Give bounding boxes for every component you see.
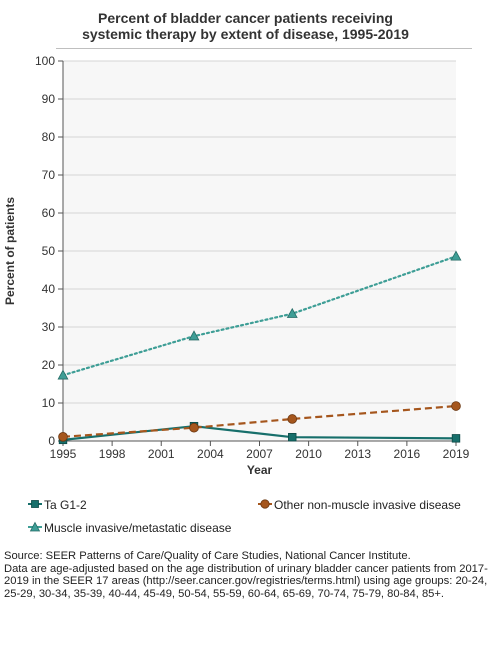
- tick-label-y-50: 50: [42, 244, 56, 258]
- legend-label-ta-g1-2: Ta G1-2: [44, 498, 87, 512]
- tick-label-x-1995: 1995: [50, 447, 77, 461]
- data-point-other-non-muscle-invasive-disease-2019: [451, 401, 461, 411]
- data-point-muscle-invasive-metastatic-disease-2003: [188, 330, 200, 341]
- tick-label-x-1998: 1998: [99, 447, 126, 461]
- chart-title-line-1: Percent of bladder cancer patients recei…: [98, 10, 393, 26]
- series-line-other-non-muscle-invasive-disease: [62, 404, 457, 438]
- tick-label-y-100: 100: [35, 54, 55, 68]
- tick-label-x-2007: 2007: [246, 447, 273, 461]
- data-point-ta-g1-2-2019: [451, 434, 461, 443]
- tick-label-x-2001: 2001: [148, 447, 175, 461]
- legend-item-other-nmi: Other non-muscle invasive disease: [258, 498, 478, 512]
- chart-title: Percent of bladder cancer patients recei…: [0, 10, 491, 42]
- tick-label-y-30: 30: [42, 320, 56, 334]
- series-line-ta-g1-2: [62, 425, 457, 441]
- data-point-other-non-muscle-invasive-disease-2009: [287, 414, 298, 424]
- tick-label-y-90: 90: [42, 92, 56, 106]
- data-point-ta-g1-2-2009: [288, 432, 297, 442]
- tick-label-y-80: 80: [42, 130, 56, 144]
- tick-label-x-2019: 2019: [443, 447, 470, 461]
- tick-label-y-60: 60: [42, 206, 56, 220]
- legend-item-ta-g1-2: Ta G1-2: [28, 498, 178, 512]
- tick-label-y-10: 10: [42, 396, 56, 410]
- data-point-other-non-muscle-invasive-disease-1995: [58, 432, 68, 442]
- data-point-muscle-invasive-metastatic-disease-1995: [57, 369, 69, 380]
- tick-label-y-0: 0: [48, 434, 55, 448]
- data-point-muscle-invasive-metastatic-disease-2019: [450, 250, 462, 261]
- tick-label-y-20: 20: [42, 358, 56, 372]
- legend-marker-circle-icon: [258, 499, 272, 509]
- tick-label-x-2016: 2016: [394, 447, 421, 461]
- tick-label-x-2010: 2010: [295, 447, 322, 461]
- footnote-source: Source: SEER Patterns of Care/Quality of…: [4, 550, 411, 562]
- y-axis-label: Percent of patients: [3, 197, 17, 305]
- title-divider: [56, 48, 472, 49]
- data-point-other-non-muscle-invasive-disease-2003: [189, 422, 199, 433]
- chart-title-line-2: systemic therapy by extent of disease, 1…: [82, 26, 409, 42]
- data-point-muscle-invasive-metastatic-disease-2009: [286, 307, 298, 318]
- legend-item-muscle-invasive: Muscle invasive/metastatic disease: [28, 521, 268, 535]
- x-axis-label: Year: [247, 463, 273, 477]
- footnote-data-note: Data are age-adjusted based on the age d…: [4, 562, 488, 600]
- line-chart: 0 10 20 30 40 50 60 70 80 90 100 1995 1998 2001 2004 20…: [3, 54, 470, 477]
- legend-marker-triangle-icon: [28, 521, 42, 532]
- series-line-muscle-invasive-metastatic-disease: [61, 255, 458, 377]
- tick-label-x-2004: 2004: [197, 447, 224, 461]
- legend-label-muscle-invasive: Muscle invasive/metastatic disease: [44, 521, 232, 535]
- tick-label-y-40: 40: [42, 282, 56, 296]
- tick-label-x-2013: 2013: [344, 447, 371, 461]
- footnote: Source: SEER Patterns of Care/Quality of…: [4, 550, 490, 600]
- legend-marker-square-icon: [28, 500, 42, 508]
- legend-label-other-nmi: Other non-muscle invasive disease: [274, 498, 461, 512]
- tick-label-y-70: 70: [42, 168, 56, 182]
